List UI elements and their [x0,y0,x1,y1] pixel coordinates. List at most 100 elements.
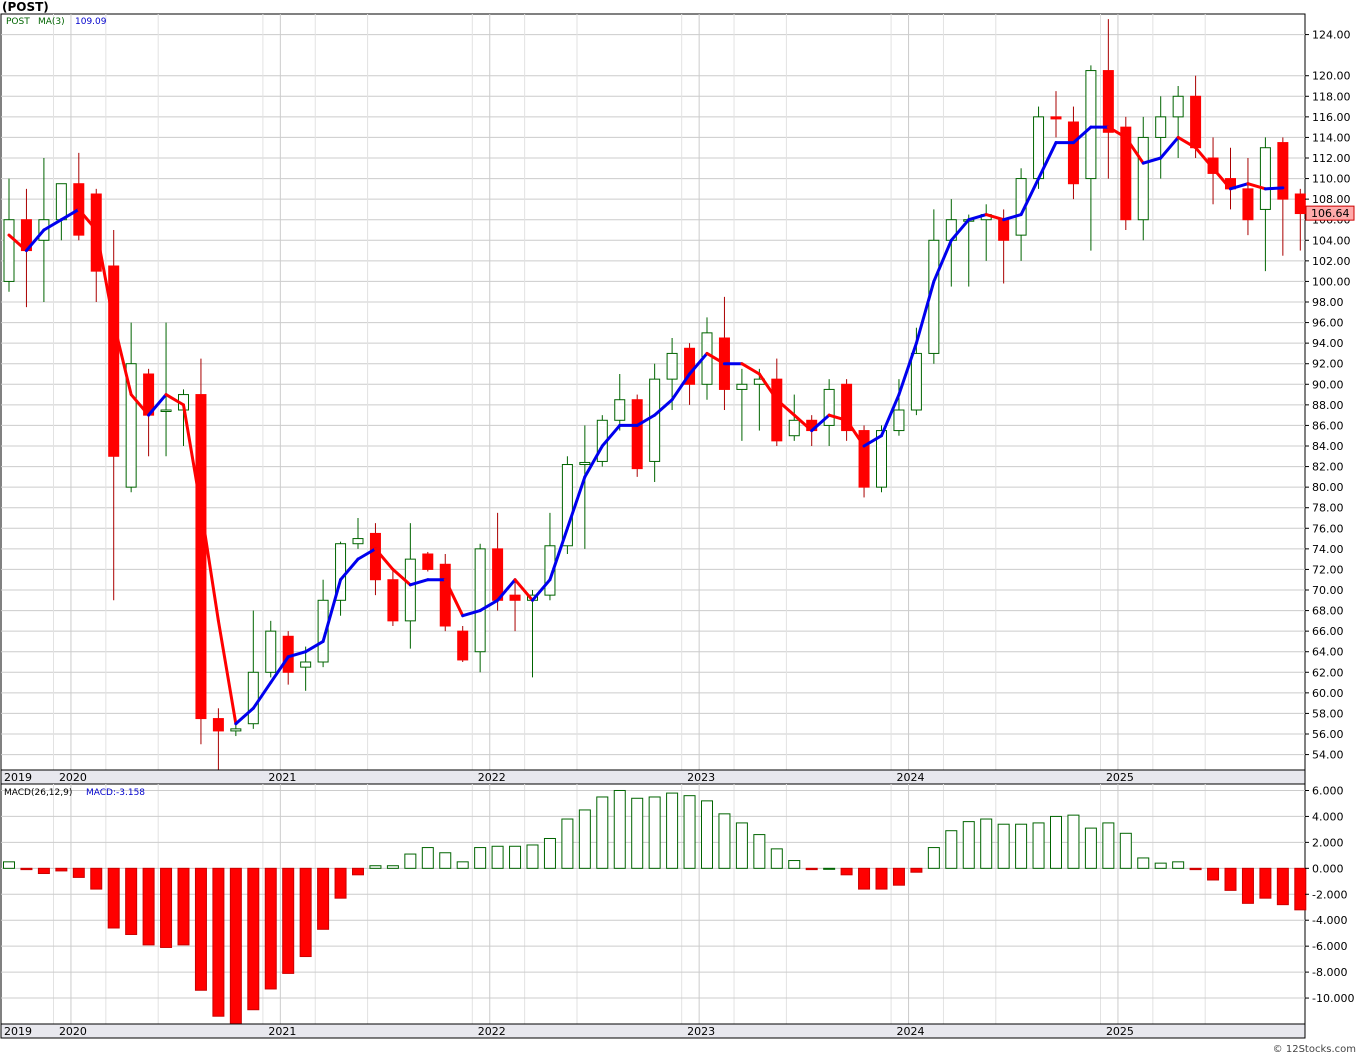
candle [788,394,800,441]
candle [1294,188,1306,251]
ma-segment [880,393,901,438]
price-tick-label: 96.00 [1312,317,1344,330]
candle-body [352,538,364,545]
candle [579,425,591,549]
macd-bar [666,792,679,869]
price-tick-label: 78.00 [1312,502,1344,515]
candle-body [457,630,469,661]
candle-body [125,363,137,488]
candle [1137,116,1149,241]
chart-title: (POST) [2,0,49,14]
macd-bar [596,796,609,869]
candle-body [492,548,504,601]
ma-segment [932,238,953,283]
candle [858,425,870,498]
candle-body [771,378,783,442]
price-axis: 54.00 56.00 58.00 60.00 62.00 64.00 66.00 68.00… [1305,29,1355,762]
candle-body [1172,95,1184,118]
macd-bar [1259,867,1272,899]
ma-segment [862,434,883,448]
candle [649,363,661,482]
candle [893,379,905,436]
candle [614,374,626,431]
ma-segment [182,403,203,510]
ma-segment [792,413,814,433]
ma-segment [1246,182,1267,191]
ma-segment [653,398,674,417]
macd-bar [282,867,295,974]
candle-body [858,430,870,488]
candle-body [1259,147,1271,210]
candle [509,579,521,632]
price-tick-label: 62.00 [1312,666,1344,679]
date-label: 2021 [268,1025,296,1038]
ma-segment [443,578,465,618]
candle-body [509,594,521,601]
macd-bar [1119,832,1132,869]
date-label: 2025 [1106,771,1134,784]
candle [300,646,312,691]
macd-bar [299,867,312,958]
macd-bar [980,818,993,869]
macd-bar [945,830,958,869]
macd-tick-label: -8.000 [1312,966,1347,979]
ma-segment [688,351,709,376]
price-tick-label: 116.00 [1312,111,1351,124]
macd-bar [997,823,1010,869]
macd-bar [264,867,277,990]
ma-segment [1229,182,1250,191]
price-panel: 54.00 56.00 58.00 60.00 62.00 64.00 66.00 68.00… [0,13,1355,771]
last-price-label: 106.64 [1311,207,1350,220]
ma-segment [199,506,220,623]
date-label: 2024 [897,1025,925,1038]
macd-bar [1032,822,1045,869]
price-tick-label: 76.00 [1312,522,1344,535]
price-tick-label: 90.00 [1312,378,1344,391]
candle-body [1085,70,1097,180]
ma-segment [1019,177,1041,217]
price-tick-label: 66.00 [1312,625,1344,638]
macd-bar [683,795,696,869]
macd-bar [770,848,783,869]
candle-body [195,394,207,720]
ma-segment [775,398,796,417]
candle [631,394,643,477]
ma-segment [234,706,255,726]
macd-bar [1102,822,1115,869]
ma-segment [42,218,63,232]
candle [1242,158,1254,236]
ma-segment [583,444,604,479]
candle-body [422,553,434,570]
macd-bar [927,847,940,869]
macd-bar [404,853,417,869]
candle-body [1155,116,1167,138]
macd-bar [1015,823,1028,869]
candle-body [631,399,643,470]
ma-segment [984,213,1006,222]
price-tick-label: 92.00 [1312,358,1344,371]
ma-segment [1159,135,1180,160]
macd-bar [613,789,626,869]
macd-bar [334,867,347,899]
macd-bar [805,867,818,871]
ma-segment [147,393,168,417]
candle-body [55,183,67,221]
macd-grid [1,784,1305,1024]
ma-segment [670,372,692,402]
macd-label: MACD(26,12,9) [4,788,72,798]
price-tick-label: 80.00 [1312,481,1344,494]
ma-segment [1037,141,1058,181]
ma-segment [1106,125,1128,139]
macd-bar [1154,862,1167,869]
candle-body [1277,142,1289,200]
price-tick-label: 84.00 [1312,440,1344,453]
macd-bar [631,797,644,869]
candle-body [649,378,661,462]
candle-body [1050,116,1062,120]
candle [823,379,835,446]
macd-bar [1207,867,1220,881]
macd-bar [1067,814,1080,869]
last-price-badge [1305,205,1355,221]
price-tick-label: 64.00 [1312,646,1344,659]
candle [736,368,748,441]
